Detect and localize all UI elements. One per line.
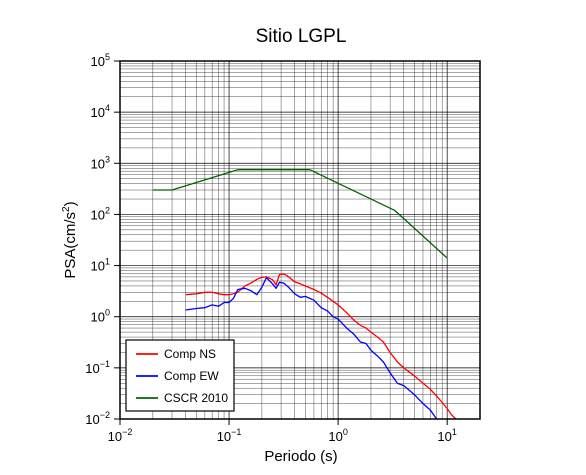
x-tick-exponent: 1 [452,427,457,437]
y-tick-base: 10 [91,259,105,274]
y-tick-label: 101 [91,257,110,274]
y-tick-label: 103 [91,154,110,171]
x-tick-label: 100 [328,427,347,444]
x-axis-title: Periodo (s) [264,448,337,465]
x-tick-label: 10−2 [108,427,133,444]
y-axis-title: PSA(cm/s2) [61,201,79,278]
y-axis-title-close: ) [62,201,79,206]
y-tick-exponent: −1 [100,359,110,369]
plot-frame [119,60,481,420]
x-tick-base: 10 [328,429,342,444]
y-tick-base: 10 [85,361,99,376]
y-tick-label: 100 [91,308,110,325]
y-tick-exponent: −2 [100,410,110,420]
x-tick-base: 10 [108,429,122,444]
x-tick-base: 10 [217,429,231,444]
y-axis-title-main: PSA(cm/s [62,212,79,279]
y-tick-label: 10−1 [85,359,110,376]
y-axis-title-exponent: 2 [61,206,72,212]
y-tick-label: 10−2 [85,410,110,427]
series-line-3 [152,169,448,259]
legend: Comp NS Comp EW CSCR 2010 [125,339,235,412]
y-tick-base: 10 [91,207,105,222]
x-tick-label: 101 [437,427,456,444]
legend-label: Comp EW [164,369,219,383]
y-tick-exponent: 4 [105,103,110,113]
y-tick-base: 10 [91,54,105,69]
x-tick-exponent: −1 [231,427,241,437]
y-tick-label: 102 [91,205,110,222]
y-tick-label: 104 [91,103,110,120]
chart-title: Sitio LGPL [256,26,347,47]
series-line-1 [185,273,457,419]
y-tick-base: 10 [91,105,105,120]
x-tick-exponent: 0 [343,427,348,437]
y-tick-base: 10 [91,156,105,171]
y-tick-base: 10 [91,310,105,325]
grid [120,61,480,419]
legend-label: CSCR 2010 [164,391,228,405]
x-tick-exponent: −2 [122,427,132,437]
y-tick-exponent: 3 [105,154,110,164]
y-tick-label: 105 [91,52,110,69]
x-tick-base: 10 [437,429,451,444]
y-tick-exponent: 1 [105,257,110,267]
y-tick-exponent: 0 [105,308,110,318]
y-tick-base: 10 [85,412,99,427]
series-layer [152,169,457,419]
series-line-2 [185,277,438,419]
y-tick-exponent: 5 [105,52,110,62]
y-tick-exponent: 2 [105,205,110,215]
legend-label: Comp NS [164,347,216,361]
x-tick-label: 10−1 [217,427,242,444]
